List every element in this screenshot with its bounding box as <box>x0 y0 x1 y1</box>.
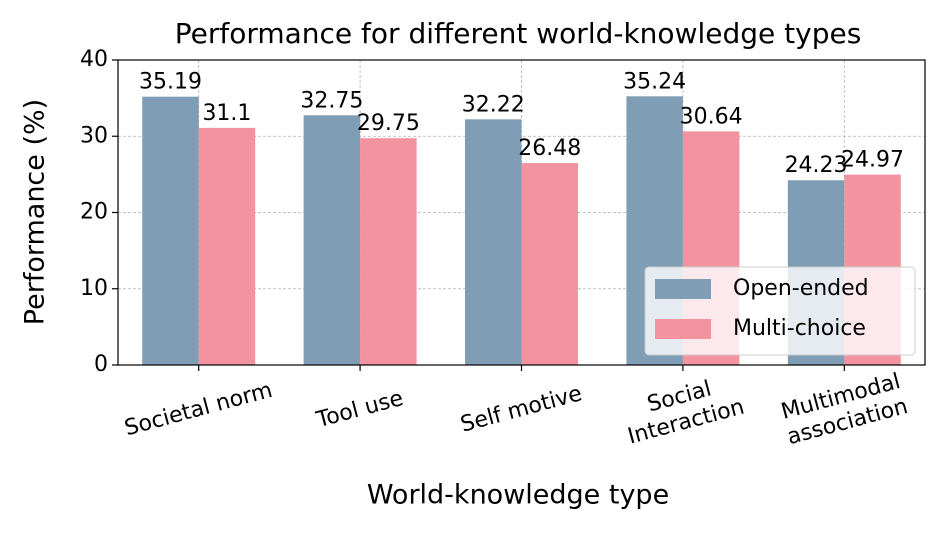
chart-title: Performance for different world-knowledg… <box>175 17 862 50</box>
legend-label: Open-ended <box>733 276 869 301</box>
value-label: 24.23 <box>785 153 848 178</box>
value-label: 26.48 <box>518 136 581 161</box>
x-tick-label-line: Tool use <box>313 386 406 433</box>
legend-label: Multi-choice <box>733 316 866 341</box>
bar <box>360 138 417 365</box>
y-tick-label: 10 <box>80 276 108 301</box>
x-tick-label-line: Self motive <box>458 381 585 437</box>
y-axis-label: Performance (%) <box>20 99 51 325</box>
y-tick-label: 30 <box>80 123 108 148</box>
value-label: 29.75 <box>357 111 420 136</box>
value-label: 32.75 <box>300 88 363 113</box>
value-label: 35.19 <box>139 70 202 95</box>
legend-swatch <box>655 279 711 299</box>
x-tick-label: Societal norm <box>122 378 275 441</box>
x-axis-label: World-knowledge type <box>367 480 669 511</box>
value-label: 30.64 <box>680 104 743 129</box>
value-label: 31.1 <box>202 101 251 126</box>
plot-frame <box>117 59 926 366</box>
y-tick-label: 0 <box>94 352 108 377</box>
value-label: 35.24 <box>623 69 686 94</box>
x-tick-label: Self motive <box>458 381 585 437</box>
y-tick-label: 20 <box>80 200 108 225</box>
value-label: 32.22 <box>462 92 525 117</box>
x-tick-label: SocialInteraction <box>619 369 747 449</box>
bar <box>465 119 522 365</box>
value-label: 24.97 <box>841 148 904 173</box>
bar <box>142 96 199 366</box>
x-tick-label: Multimodalassociation <box>778 369 911 450</box>
bar <box>198 127 256 365</box>
bar <box>303 115 361 365</box>
legend-swatch <box>655 319 711 339</box>
legend-box <box>644 266 916 356</box>
y-tick-label: 40 <box>80 47 108 72</box>
bar <box>521 163 578 365</box>
x-tick-label-line: Societal norm <box>122 378 275 441</box>
x-tick-label: Tool use <box>313 386 406 433</box>
